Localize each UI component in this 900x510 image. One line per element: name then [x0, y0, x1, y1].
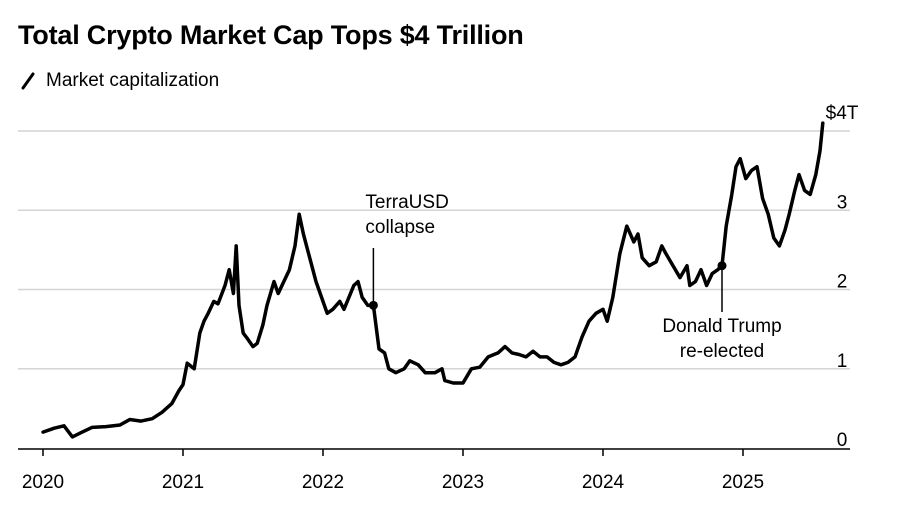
- annotation-label: Donald Trump: [662, 316, 781, 337]
- y-tick-label: 2: [837, 272, 848, 293]
- x-tick-label: 2025: [722, 472, 764, 493]
- x-tick-label: 2021: [162, 472, 204, 493]
- annotation-marker: [717, 261, 727, 271]
- legend-label: Market capitalization: [46, 70, 220, 91]
- y-tick-label: 0: [837, 430, 848, 451]
- y-tick-label: $4T: [826, 103, 859, 124]
- chart-title: Total Crypto Market Cap Tops $4 Trillion: [18, 20, 524, 50]
- legend: Market capitalization: [20, 70, 219, 92]
- y-axis-ticks: 0 1 2 3 $4T: [826, 103, 859, 451]
- grid-lines: [18, 130, 850, 370]
- annotation-label: re-elected: [680, 341, 765, 362]
- x-axis: 2020 2021 2022 2023 2024 2025: [18, 448, 850, 493]
- annotations: TerraUSD collapse Donald Trump re-elected: [365, 192, 781, 362]
- annotation-marker: [368, 300, 378, 310]
- legend-line-icon: [21, 72, 35, 90]
- x-tick-label: 2024: [582, 472, 625, 493]
- series-layer: [41, 121, 825, 439]
- x-tick-label: 2022: [302, 472, 344, 493]
- y-tick-label: 3: [837, 192, 848, 213]
- series-line-market-cap: [41, 121, 825, 439]
- x-tick-label: 2023: [442, 472, 484, 493]
- x-tick-label: 2020: [22, 472, 64, 493]
- annotation-label: TerraUSD: [365, 192, 448, 213]
- annotation-label: collapse: [365, 217, 435, 238]
- y-tick-label: 1: [837, 351, 848, 372]
